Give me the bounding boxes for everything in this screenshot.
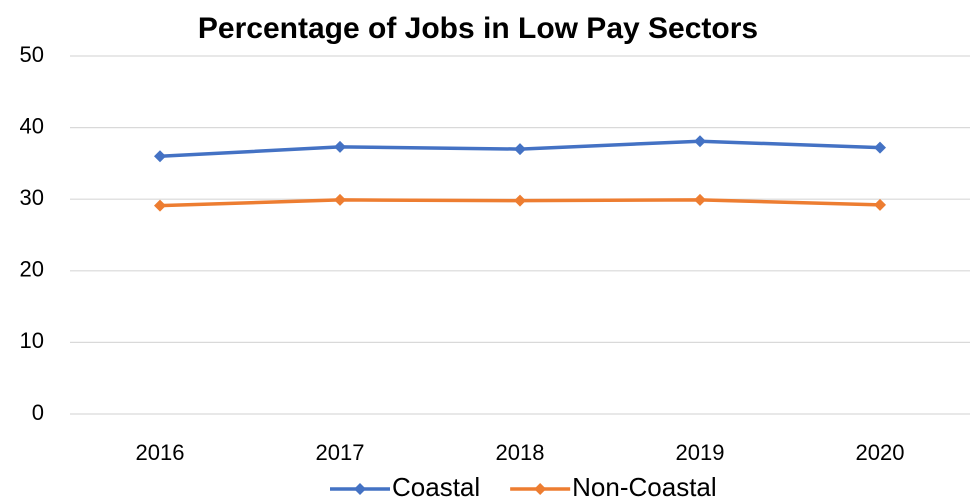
legend-marker — [534, 483, 547, 495]
x-tick-label: 2016 — [136, 440, 185, 465]
x-tick-label: 2020 — [856, 440, 905, 465]
y-tick-label: 30 — [20, 185, 44, 210]
point — [694, 135, 706, 148]
y-tick-label: 0 — [32, 400, 44, 425]
y-tick-label: 20 — [20, 257, 44, 282]
x-tick-label: 2018 — [496, 440, 545, 465]
point — [334, 193, 346, 206]
point — [154, 150, 166, 163]
point — [514, 194, 526, 207]
point — [154, 199, 166, 212]
y-tick-label: 50 — [20, 42, 44, 67]
point — [514, 143, 526, 156]
legend-marker — [354, 483, 366, 495]
x-tick-label: 2019 — [676, 440, 725, 465]
point — [694, 193, 706, 206]
legend-label: Non-Coastal — [572, 472, 717, 501]
point — [334, 140, 346, 153]
legend-label: Coastal — [392, 472, 480, 501]
y-tick-label: 40 — [20, 113, 44, 138]
x-tick-label: 2017 — [316, 440, 365, 465]
chart-title: Percentage of Jobs in Low Pay Sectors — [198, 12, 758, 45]
y-tick-label: 10 — [20, 328, 44, 353]
point — [874, 141, 886, 154]
point — [874, 198, 886, 211]
